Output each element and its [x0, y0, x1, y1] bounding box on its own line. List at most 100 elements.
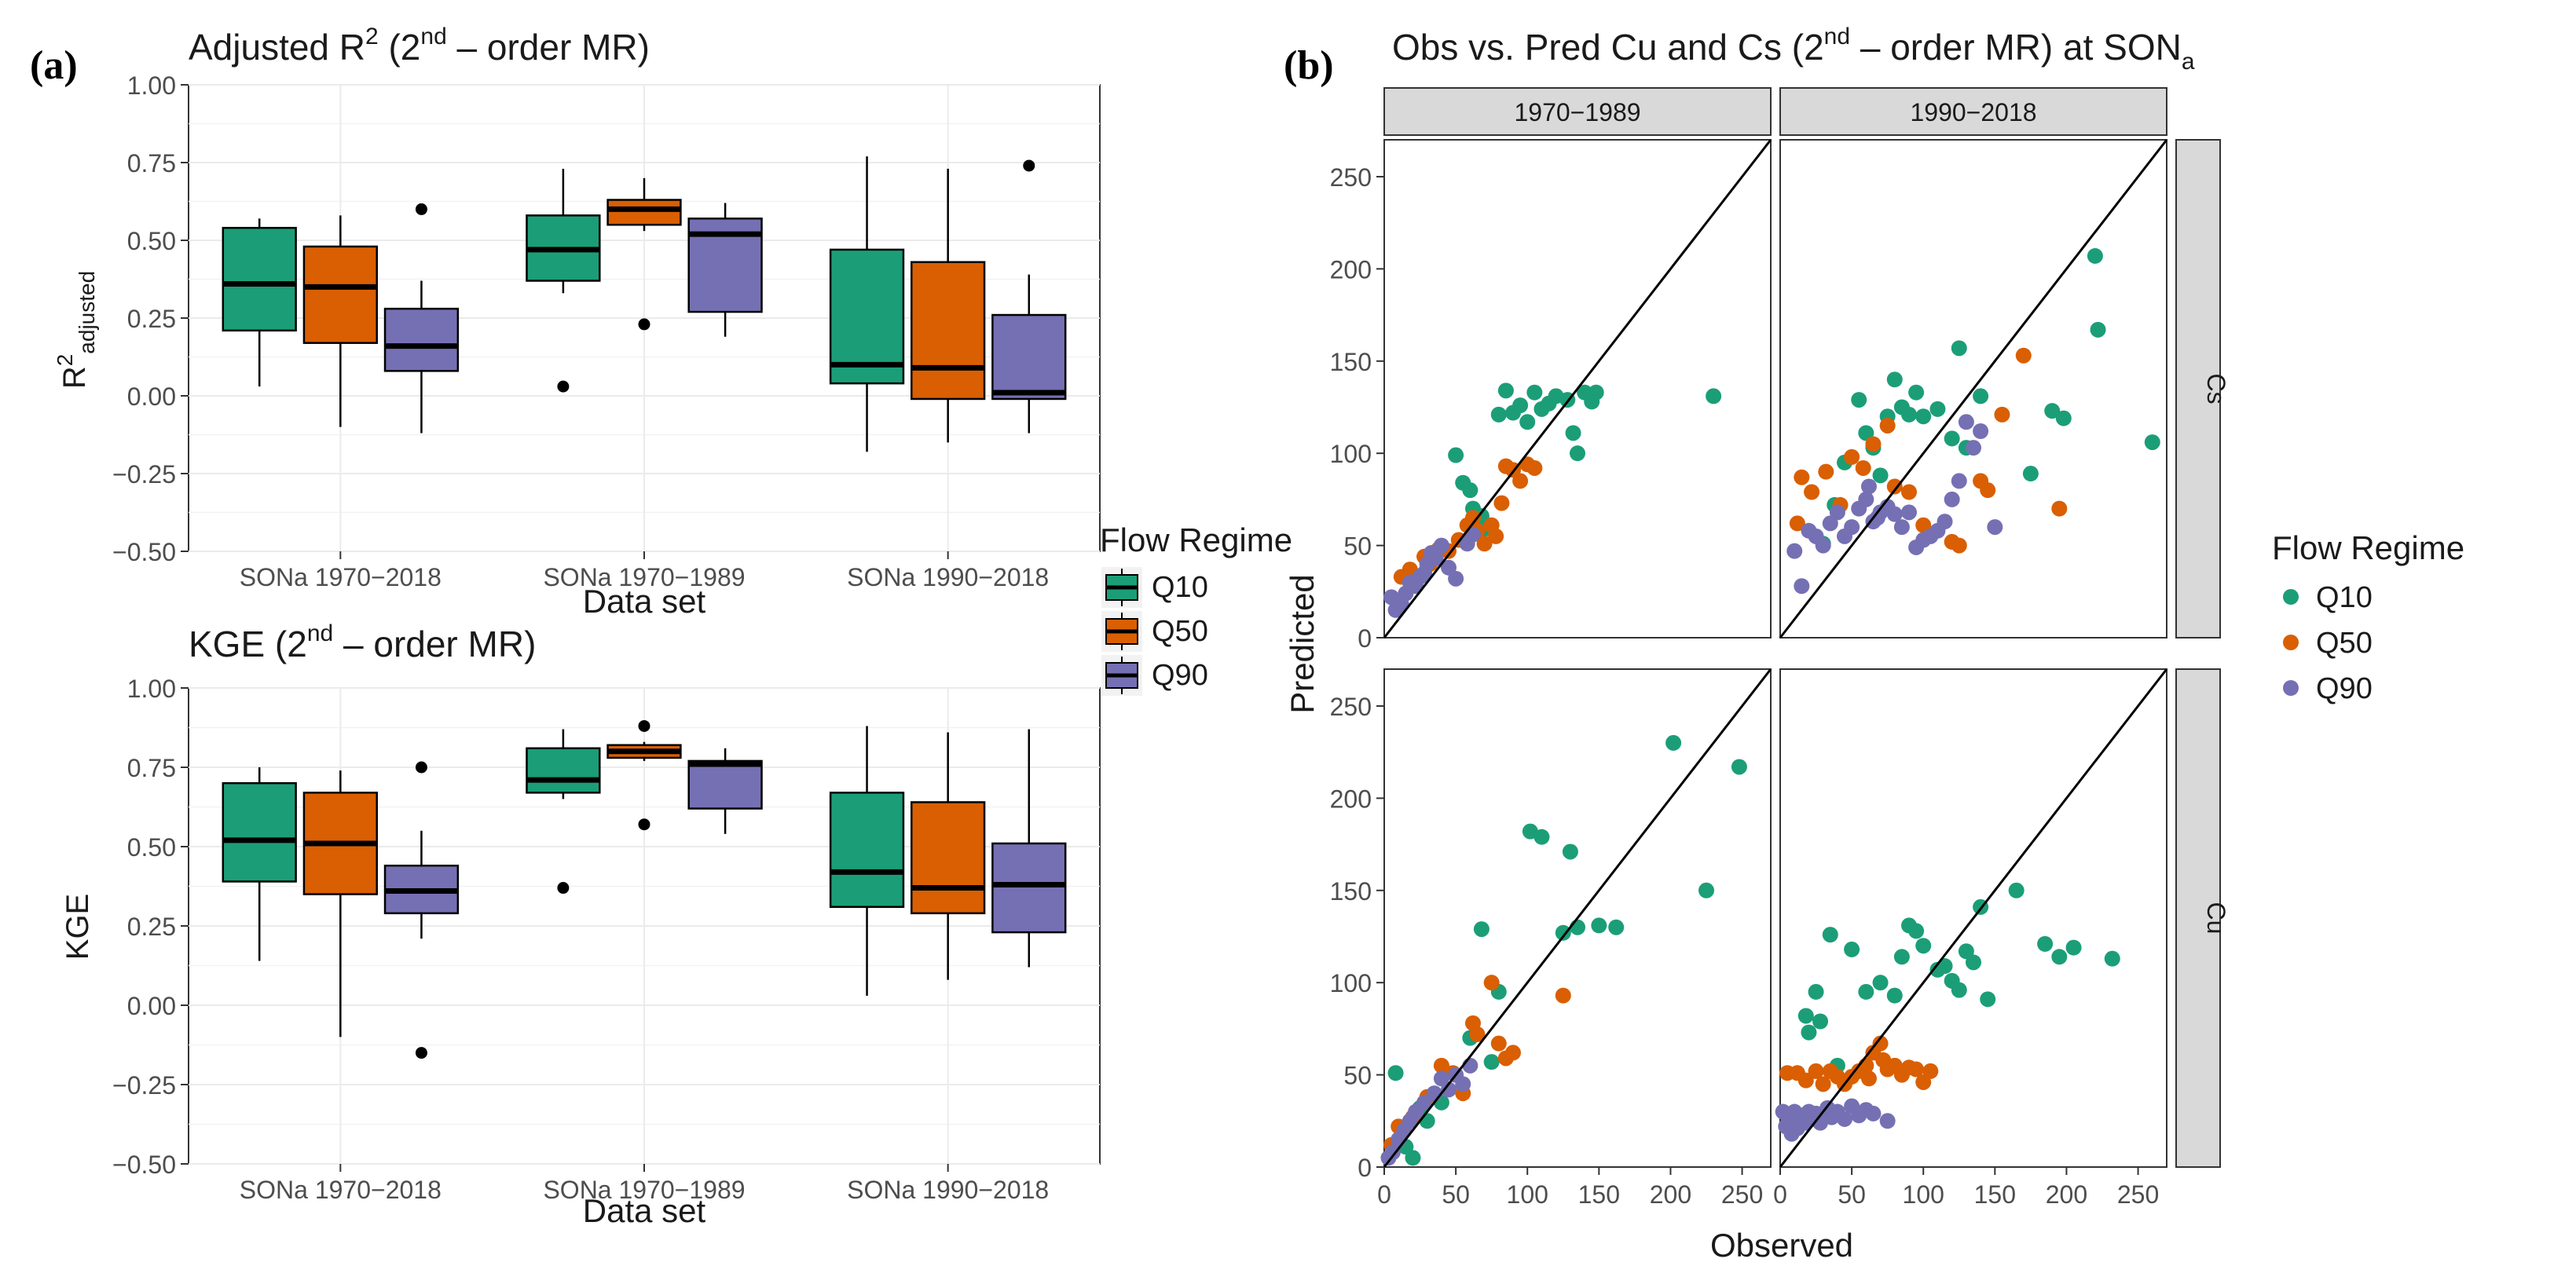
- scatter-chart-title: Obs vs. Pred Cu and Cs (2nd – order MR) …: [1392, 24, 2195, 75]
- point-q90: [1815, 537, 1831, 554]
- y-tick-label: 150: [1330, 348, 1372, 376]
- point-q50: [1844, 448, 1860, 465]
- point-q90: [1973, 423, 1989, 440]
- point-q10: [1497, 382, 1514, 399]
- point-q10: [1944, 430, 1960, 447]
- x-tick-label: 250: [2117, 1180, 2159, 1209]
- legend-a-label-q10: Q10: [1152, 571, 1208, 604]
- kge-y-tick-label: 0.00: [127, 992, 176, 1020]
- point-q10: [1901, 406, 1917, 423]
- col-strip-label: 1990−2018: [1910, 98, 2036, 126]
- point-q10: [2044, 403, 2061, 419]
- kge-x-tick-label: SONa 1990−2018: [847, 1176, 1049, 1204]
- point-q10: [1608, 919, 1625, 935]
- point-q10: [1915, 408, 1932, 425]
- r2-y-tick-label: 0.75: [127, 149, 176, 177]
- kge-q50-box: [911, 801, 986, 915]
- point-q50: [1505, 1045, 1521, 1061]
- kge-x-tick-label: SONa 1970−1989: [543, 1176, 745, 1204]
- point-q10: [1405, 1150, 1421, 1166]
- point-q10: [1665, 734, 1682, 751]
- point-q50: [1433, 1057, 1449, 1074]
- point-q10: [1555, 924, 1571, 941]
- point-q10: [1844, 941, 1860, 957]
- point-q50: [1980, 482, 1996, 499]
- kge-y-tick-label: 1.00: [127, 675, 176, 703]
- point-q50: [1886, 478, 1903, 495]
- legend-b-title: Flow Regime: [2272, 529, 2464, 566]
- point-q10: [1886, 987, 1903, 1004]
- point-q10: [1570, 445, 1585, 462]
- kge-x-tick-label: SONa 1970−2018: [240, 1176, 442, 1204]
- r2-x-tick-label: SONa 1990−2018: [847, 563, 1049, 591]
- point-q10: [1562, 843, 1578, 860]
- point-q90: [1448, 570, 1464, 587]
- legend-b-label-q50: Q50: [2316, 627, 2373, 660]
- point-q10: [1851, 392, 1867, 408]
- point-q90: [1837, 1110, 1852, 1127]
- point-q50: [1483, 975, 1500, 991]
- point-q10: [1462, 482, 1479, 499]
- x-tick-label: 150: [1578, 1180, 1620, 1209]
- point-q10: [1980, 991, 1996, 1008]
- point-q10: [1570, 919, 1585, 935]
- x-tick-label: 250: [1721, 1180, 1763, 1209]
- point-q50: [1797, 1072, 1814, 1089]
- point-q50: [1789, 515, 1805, 532]
- point-q10: [1812, 1013, 1829, 1030]
- point-q10: [1473, 921, 1490, 938]
- y-tick-label: 200: [1330, 255, 1372, 284]
- point-q50: [1794, 469, 1810, 485]
- point-q10: [1526, 384, 1543, 401]
- kge-q90-box: [687, 759, 763, 810]
- point-q10: [1706, 388, 1722, 404]
- point-q90: [1860, 478, 1877, 495]
- point-q90: [1893, 519, 1910, 536]
- row-strip: [2175, 139, 2221, 638]
- y-tick-label: 150: [1330, 877, 1372, 906]
- point-q10: [1929, 401, 1946, 417]
- r2-q10-outlier: [557, 380, 570, 393]
- point-q90: [1455, 1076, 1471, 1092]
- kge-q10-outlier: [557, 882, 570, 895]
- r2-q10-box: [222, 226, 297, 332]
- legend-b-label-q10: Q10: [2316, 581, 2373, 614]
- point-q90: [1886, 506, 1903, 522]
- panel-label-a: (a): [30, 43, 78, 88]
- point-q50: [1865, 436, 1882, 452]
- point-q50: [1490, 1035, 1507, 1052]
- point-q50: [1476, 536, 1493, 552]
- point-q90: [1937, 514, 1953, 530]
- r2-x-axis-label: Data set: [583, 583, 706, 620]
- x-tick-label: 150: [1974, 1180, 2016, 1209]
- r2-x-tick-label: SONa 1970−1989: [543, 563, 745, 591]
- point-q90: [1858, 491, 1874, 507]
- panel-label-b: (b): [1284, 43, 1334, 88]
- point-q50: [1469, 1026, 1486, 1042]
- point-q50: [1855, 459, 1871, 476]
- kge-y-tick-label: −0.50: [112, 1151, 176, 1179]
- x-tick-label: 100: [1903, 1180, 1944, 1209]
- r2-y-tick-label: 0.00: [127, 382, 176, 411]
- point-q50: [1860, 1070, 1877, 1087]
- kge-q10-box: [829, 792, 905, 909]
- r2-y-axis-label: R2adjusted: [53, 271, 99, 389]
- point-q90: [1416, 1094, 1433, 1110]
- point-q10: [1731, 759, 1747, 775]
- kge-q50-outlier: [638, 818, 650, 831]
- point-q10: [1915, 938, 1932, 954]
- x-tick-label: 200: [1650, 1180, 1691, 1209]
- point-q10: [1801, 1024, 1817, 1041]
- y-tick-label: 100: [1330, 440, 1372, 468]
- scatter-facet-grid: 1970−1989 1990−2018 Cs Cu 0 50 100 150 200 250 0 50…: [1330, 87, 2230, 1209]
- r2-chart-title: Adjusted R2 (2nd – order MR): [189, 24, 650, 68]
- point-q10: [1886, 371, 1903, 388]
- legend-a: Flow Regime Q10 Q50 Q90: [1100, 521, 1292, 696]
- point-q10: [1588, 384, 1604, 401]
- point-q10: [2065, 939, 2082, 956]
- point-q10: [1872, 467, 1889, 484]
- x-tick-label: 0: [1773, 1180, 1787, 1209]
- point-q90: [1462, 1057, 1479, 1074]
- point-q10: [1872, 975, 1889, 991]
- kge-q90-box: [991, 842, 1067, 934]
